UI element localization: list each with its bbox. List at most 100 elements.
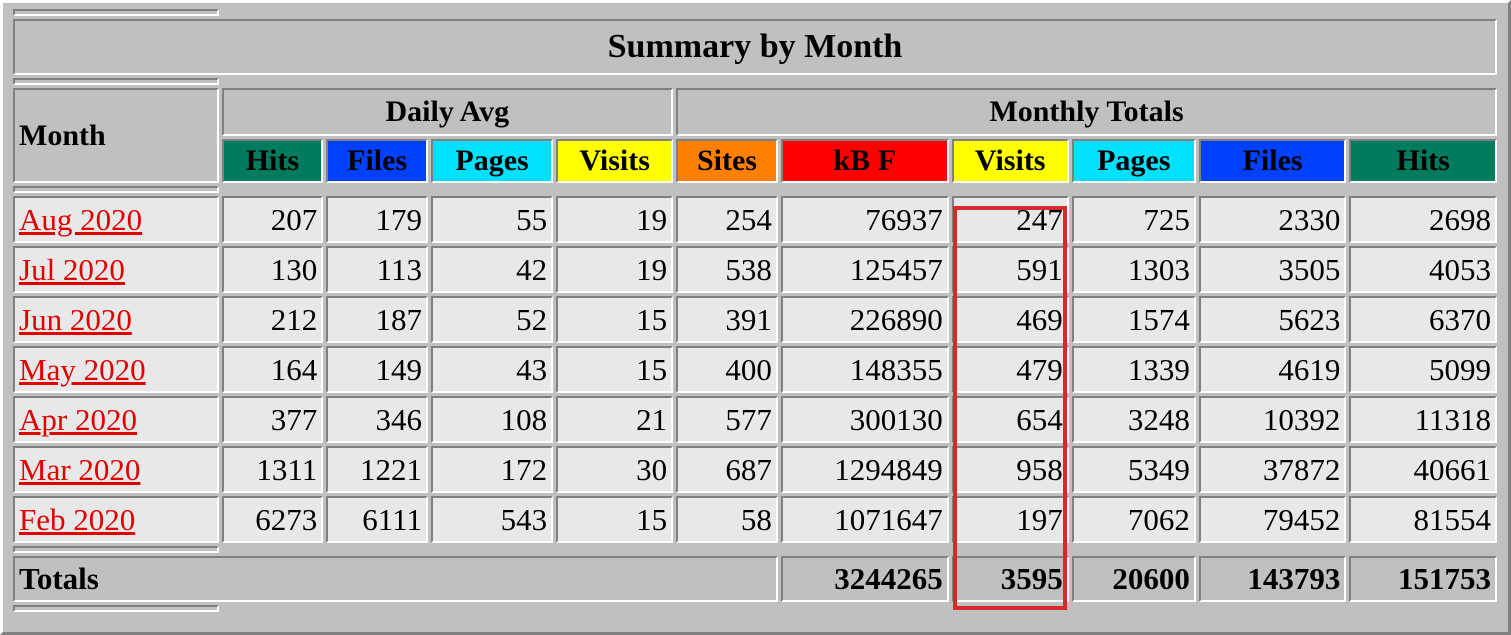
month-link[interactable]: Aug 2020 bbox=[19, 201, 143, 237]
value-cell: 469 bbox=[951, 296, 1069, 343]
value-cell: 254 bbox=[676, 196, 778, 243]
value-cell: 212 bbox=[221, 296, 324, 343]
value-cell: 391 bbox=[676, 296, 778, 343]
column-header-files: Files bbox=[1198, 139, 1347, 183]
month-cell: Jun 2020 bbox=[13, 296, 219, 343]
value-cell: 3248 bbox=[1071, 396, 1196, 443]
value-cell: 1294849 bbox=[780, 446, 949, 493]
value-cell: 125457 bbox=[780, 246, 949, 293]
table-row: Jun 2020 212 187 52 15 391 226890 469 1574 5623 63… bbox=[13, 296, 1497, 343]
value-cell: 149 bbox=[326, 346, 428, 393]
table-row: Apr 2020 377 346 108 21 577 300130 654 3248 10392… bbox=[13, 396, 1497, 443]
value-cell: 226890 bbox=[780, 296, 949, 343]
month-link[interactable]: Apr 2020 bbox=[19, 401, 137, 437]
value-cell: 207 bbox=[221, 196, 324, 243]
value-cell: 1339 bbox=[1071, 346, 1196, 393]
column-header-hits: Hits bbox=[1349, 139, 1497, 183]
month-cell: Jul 2020 bbox=[13, 246, 219, 293]
value-cell: 15 bbox=[556, 296, 674, 343]
value-cell: 6370 bbox=[1349, 296, 1497, 343]
totals-row: Totals 3244265 3595 20600 143793 151753 bbox=[13, 556, 1497, 602]
summary-table: Summary by Month Month Daily Avg Monthly… bbox=[10, 6, 1500, 615]
value-cell: 3505 bbox=[1198, 246, 1347, 293]
column-header-files: Files bbox=[326, 139, 428, 183]
month-cell: Feb 2020 bbox=[13, 496, 219, 543]
value-cell: 187 bbox=[326, 296, 428, 343]
value-cell: 2698 bbox=[1349, 196, 1497, 243]
month-link[interactable]: Mar 2020 bbox=[19, 451, 141, 487]
value-cell: 687 bbox=[676, 446, 778, 493]
column-header-hits: Hits bbox=[221, 139, 324, 183]
value-cell: 130 bbox=[221, 246, 324, 293]
month-cell: Apr 2020 bbox=[13, 396, 219, 443]
value-cell: 43 bbox=[431, 346, 554, 393]
value-cell: 591 bbox=[951, 246, 1069, 293]
value-cell: 725 bbox=[1071, 196, 1196, 243]
table-row: Mar 2020 1311 1221 172 30 687 1294849 958 5349 37… bbox=[13, 446, 1497, 493]
page-title: Summary by Month bbox=[13, 19, 1497, 75]
value-cell: 6111 bbox=[326, 496, 428, 543]
month-link[interactable]: Jun 2020 bbox=[19, 301, 132, 337]
value-cell: 654 bbox=[951, 396, 1069, 443]
column-header-pages: Pages bbox=[431, 139, 554, 183]
value-cell: 247 bbox=[951, 196, 1069, 243]
daily-avg-header: Daily Avg bbox=[221, 88, 674, 136]
value-cell: 1303 bbox=[1071, 246, 1196, 293]
value-cell: 479 bbox=[951, 346, 1069, 393]
value-cell: 108 bbox=[431, 396, 554, 443]
value-cell: 19 bbox=[556, 196, 674, 243]
value-cell: 346 bbox=[326, 396, 428, 443]
value-cell: 1311 bbox=[221, 446, 324, 493]
value-cell: 197 bbox=[951, 496, 1069, 543]
value-cell: 30 bbox=[556, 446, 674, 493]
value-cell: 10392 bbox=[1198, 396, 1347, 443]
month-cell: Aug 2020 bbox=[13, 196, 219, 243]
table-row: Aug 2020 207 179 55 19 254 76937 247 725 2330 2698 bbox=[13, 196, 1497, 243]
value-cell: 4619 bbox=[1198, 346, 1347, 393]
value-cell: 1221 bbox=[326, 446, 428, 493]
value-cell: 58 bbox=[676, 496, 778, 543]
value-cell: 577 bbox=[676, 396, 778, 443]
value-cell: 4053 bbox=[1349, 246, 1497, 293]
total-visits: 3595 bbox=[951, 556, 1069, 602]
value-cell: 6273 bbox=[221, 496, 324, 543]
totals-label: Totals bbox=[13, 556, 778, 602]
monthly-totals-header: Monthly Totals bbox=[676, 88, 1497, 136]
value-cell: 538 bbox=[676, 246, 778, 293]
value-cell: 15 bbox=[556, 346, 674, 393]
column-header-pages: Pages bbox=[1071, 139, 1196, 183]
value-cell: 21 bbox=[556, 396, 674, 443]
total-kbf: 3244265 bbox=[780, 556, 949, 602]
value-cell: 19 bbox=[556, 246, 674, 293]
table-row: May 2020 164 149 43 15 400 148355 479 1339 4619 50… bbox=[13, 346, 1497, 393]
total-pages: 20600 bbox=[1071, 556, 1196, 602]
value-cell: 958 bbox=[951, 446, 1069, 493]
value-cell: 5349 bbox=[1071, 446, 1196, 493]
value-cell: 55 bbox=[431, 196, 554, 243]
value-cell: 42 bbox=[431, 246, 554, 293]
value-cell: 1574 bbox=[1071, 296, 1196, 343]
value-cell: 164 bbox=[221, 346, 324, 393]
value-cell: 15 bbox=[556, 496, 674, 543]
month-link[interactable]: May 2020 bbox=[19, 351, 146, 387]
value-cell: 172 bbox=[431, 446, 554, 493]
month-link[interactable]: Jul 2020 bbox=[19, 251, 125, 287]
value-cell: 113 bbox=[326, 246, 428, 293]
month-header: Month bbox=[13, 88, 219, 183]
table-row: Jul 2020 130 113 42 19 538 125457 591 1303 3505 40… bbox=[13, 246, 1497, 293]
month-link[interactable]: Feb 2020 bbox=[19, 501, 136, 537]
value-cell: 52 bbox=[431, 296, 554, 343]
value-cell: 300130 bbox=[780, 396, 949, 443]
total-files: 143793 bbox=[1198, 556, 1347, 602]
month-cell: Mar 2020 bbox=[13, 446, 219, 493]
value-cell: 1071647 bbox=[780, 496, 949, 543]
value-cell: 543 bbox=[431, 496, 554, 543]
value-cell: 2330 bbox=[1198, 196, 1347, 243]
column-header-sites: Sites bbox=[676, 139, 778, 183]
column-header-visits: Visits bbox=[556, 139, 674, 183]
total-hits: 151753 bbox=[1349, 556, 1497, 602]
value-cell: 179 bbox=[326, 196, 428, 243]
column-header-kb-f: kB F bbox=[780, 139, 949, 183]
value-cell: 5099 bbox=[1349, 346, 1497, 393]
